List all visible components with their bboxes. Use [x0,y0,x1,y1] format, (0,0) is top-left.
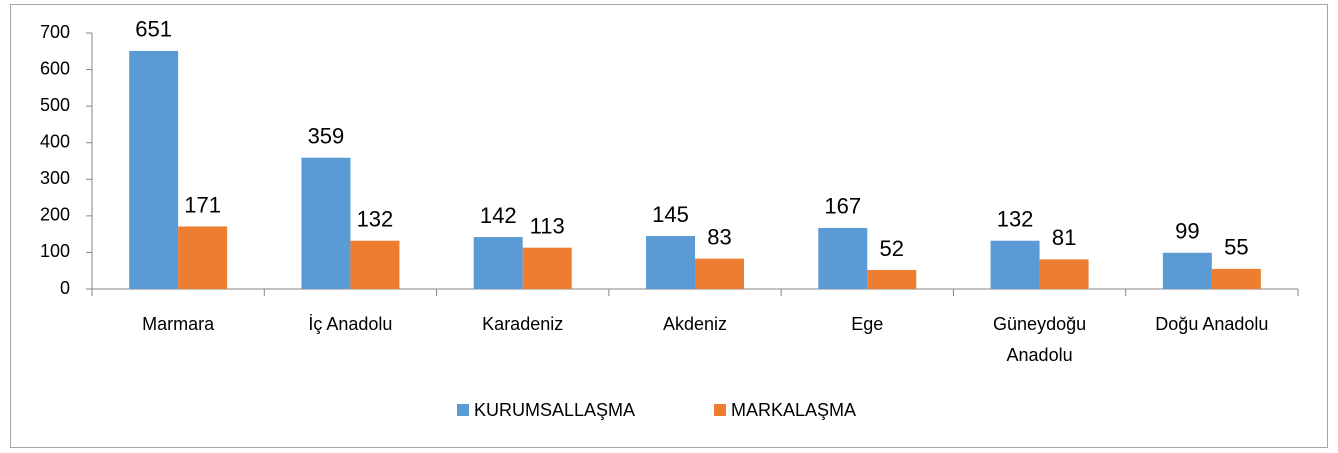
chart-border [10,4,1328,448]
bar [522,247,572,289]
bar [818,227,868,289]
value-label: 142 [480,203,517,228]
bar [1211,268,1261,289]
value-label: 132 [357,207,394,232]
bar [990,240,1040,289]
x-tick-label: Karadeniz [482,314,563,334]
legend-label: KURUMSALLAŞMA [474,400,635,420]
y-tick-label: 200 [40,205,70,225]
value-label: 132 [997,207,1034,232]
x-tick-label: Güneydoğu Anadolu [993,314,1086,365]
value-label: 83 [707,224,731,249]
value-label: 651 [135,17,172,42]
value-label: 81 [1052,225,1076,250]
value-label: 171 [184,192,221,217]
value-label: 167 [824,194,861,219]
x-tick-label: İç Anadolu [308,314,392,334]
legend-swatch [714,404,726,416]
bar [350,240,400,289]
x-tick-label: Akdeniz [663,314,727,334]
y-tick-label: 100 [40,241,70,261]
value-label: 99 [1175,219,1199,244]
legend-label: MARKALAŞMA [731,400,856,420]
bar [1039,259,1089,289]
value-label: 52 [880,236,904,261]
y-tick-label: 400 [40,131,70,151]
x-tick-label: Ege [851,314,883,334]
bar [646,235,695,289]
bar [695,258,744,289]
bar [301,157,351,289]
bar [1162,252,1212,289]
bar [473,237,523,289]
y-tick-label: 300 [40,168,70,188]
value-label: 145 [652,202,689,227]
legend-swatch [457,404,469,416]
y-tick-label: 500 [40,95,70,115]
value-label: 55 [1224,235,1248,260]
y-tick-label: 0 [60,278,70,298]
y-tick-label: 600 [40,58,70,78]
value-label: 113 [530,213,565,238]
x-tick-label: Marmara [142,314,215,334]
bar [867,269,917,289]
bar [129,50,179,289]
bar [178,226,228,289]
value-label: 359 [308,124,345,149]
y-tick-label: 700 [40,22,70,42]
x-tick-label: Doğu Anadolu [1155,314,1268,334]
